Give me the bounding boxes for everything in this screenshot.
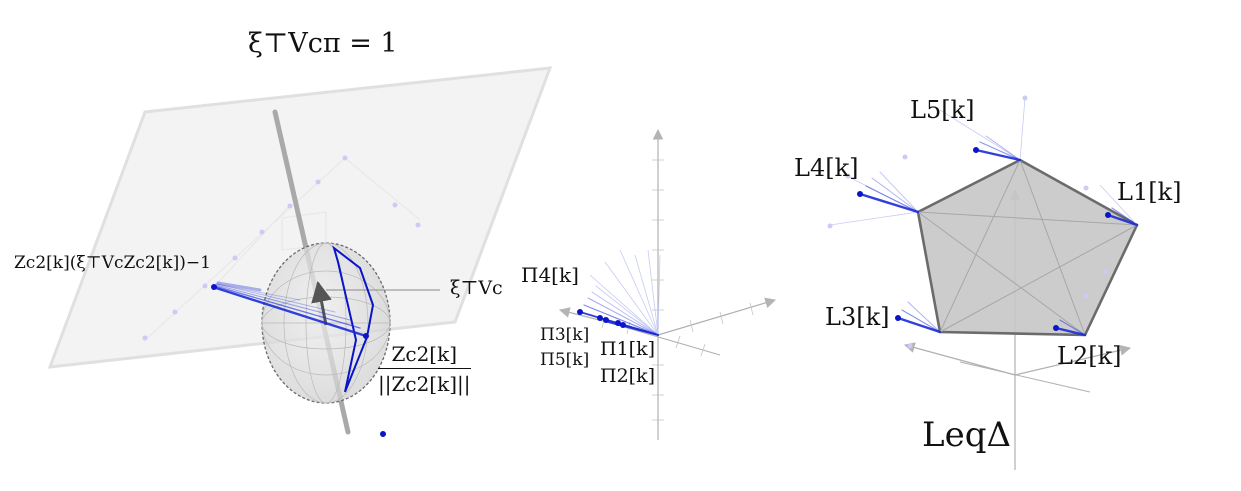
pi1-label: Π1[k] (600, 340, 655, 359)
pi5-label: Π5[k] (540, 352, 589, 369)
pi2-label: Π2[k] (600, 367, 655, 386)
l2-label: L2[k] (1057, 344, 1121, 368)
plane-equation-label: ξ⊤Vcπ = 1 (248, 30, 398, 57)
l4-label: L4[k] (794, 156, 858, 180)
middle-panel (560, 130, 775, 440)
l3-label: L3[k] (825, 305, 889, 329)
projection-point (211, 284, 217, 290)
normalized-denominator: ||Zc2[k]|| (378, 369, 471, 396)
l5-label: L5[k] (910, 98, 974, 122)
normal-vector-label: ξ⊤Vc (450, 279, 503, 298)
l1-label: L1[k] (1117, 180, 1181, 204)
pi4-label: Π4[k] (521, 265, 579, 285)
projection-label: Zc2[k](ξ⊤VcZc2[k])−1 (14, 255, 211, 272)
normalized-numerator: Zc2[k] (378, 342, 471, 369)
axis-right (658, 300, 775, 335)
origin-point (380, 431, 386, 437)
leq-delta-label: LeqΔ (922, 418, 1011, 452)
pi3-label: Π3[k] (540, 327, 589, 344)
normalized-point (363, 333, 369, 339)
right-panel (828, 96, 1138, 471)
normalized-fraction: Zc2[k] ||Zc2[k]|| (378, 342, 471, 396)
